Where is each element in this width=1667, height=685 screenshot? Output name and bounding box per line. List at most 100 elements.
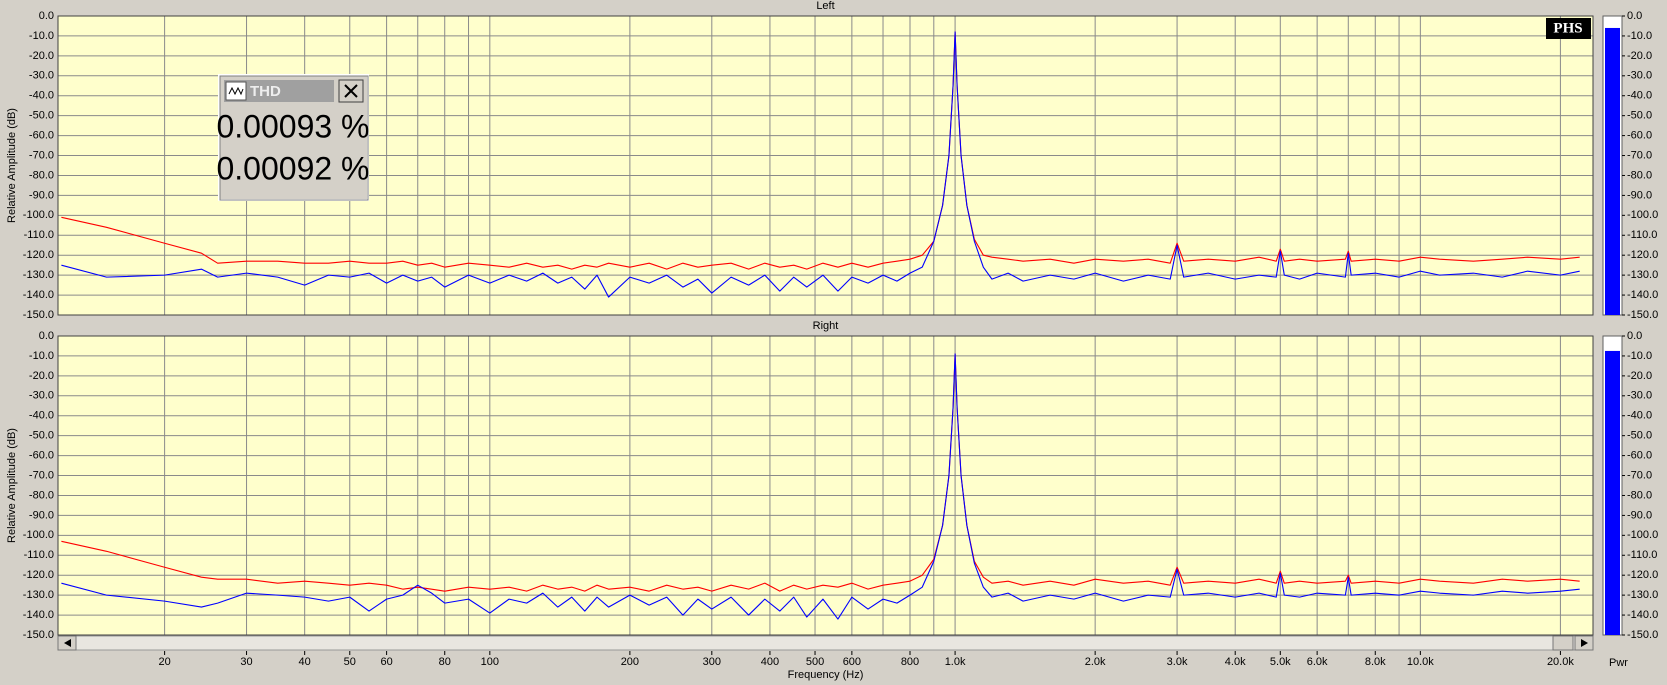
meter-tick-label: 0.0 xyxy=(1627,330,1642,342)
x-tick-label: 20 xyxy=(158,656,170,668)
meter-tick-label: -140.0 xyxy=(1627,609,1658,621)
meter-tick-label: -40.0 xyxy=(1627,410,1652,422)
thd-window: THD 0.00093 % 0.00092 % xyxy=(216,74,370,201)
meter-tick-label: -10.0 xyxy=(1627,30,1652,42)
y-tick-label: -30.0 xyxy=(29,390,54,402)
y-tick-label: 0.0 xyxy=(39,10,54,22)
meter-tick-label: -120.0 xyxy=(1627,249,1658,261)
scrollbar xyxy=(57,635,1594,651)
y-tick-label: -140.0 xyxy=(23,609,54,621)
meter-bar xyxy=(1605,27,1620,316)
thd-close-x xyxy=(344,84,358,98)
y-tick-label: -90.0 xyxy=(29,189,54,201)
meter-tick-label: -40.0 xyxy=(1627,90,1652,102)
meter-tick-label: -10.0 xyxy=(1627,350,1652,362)
thd-titlebar xyxy=(224,80,334,102)
x-tick-label: 10.0k xyxy=(1407,656,1434,668)
scroll-thumb[interactable] xyxy=(1552,635,1574,651)
meter-tick-label: -110.0 xyxy=(1627,549,1657,561)
x-axis-label: Frequency (Hz) xyxy=(788,669,864,681)
meter-tick-label: -60.0 xyxy=(1627,450,1652,462)
meter-tick-label: -50.0 xyxy=(1627,430,1652,442)
x-tick-label: 300 xyxy=(703,656,721,668)
y-tick-label: -140.0 xyxy=(23,289,54,301)
scroll-right-arrow xyxy=(1581,639,1588,647)
y-tick-label: -80.0 xyxy=(29,169,54,181)
y-axis-label: Relative Amplitude (dB) xyxy=(6,108,18,223)
y-tick-label: -110.0 xyxy=(24,229,54,241)
logo-text: PHS xyxy=(1553,20,1582,36)
x-tick-label: 200 xyxy=(621,656,639,668)
y-tick-label: 0.0 xyxy=(39,330,54,342)
meter-tick-label: -30.0 xyxy=(1627,390,1652,402)
meter-tick-label: -30.0 xyxy=(1627,70,1652,82)
y-axis-label: Relative Amplitude (dB) xyxy=(6,428,18,543)
y-tick-label: -30.0 xyxy=(29,70,54,82)
meter-tick-label: -50.0 xyxy=(1627,110,1652,122)
y-tick-label: -10.0 xyxy=(29,350,54,362)
x-tick-label: 500 xyxy=(806,656,824,668)
chart-title: Left xyxy=(816,0,834,12)
scroll-left-arrow xyxy=(64,639,71,647)
x-tick-label: 60 xyxy=(380,656,392,668)
x-tick-label: 100 xyxy=(481,656,499,668)
y-tick-label: -60.0 xyxy=(29,130,54,142)
meter-tick-label: -100.0 xyxy=(1627,209,1658,221)
thd-icon-wave xyxy=(228,86,244,96)
y-tick-label: -150.0 xyxy=(23,309,54,321)
x-tick-label: 3.0k xyxy=(1167,656,1188,668)
meter-tick-label: -150.0 xyxy=(1627,309,1658,321)
y-tick-label: -120.0 xyxy=(23,569,54,581)
thd-title: THD xyxy=(250,83,281,100)
spectrum-line xyxy=(61,353,1580,592)
y-tick-label: -70.0 xyxy=(29,469,54,481)
x-tick-label: 1.0k xyxy=(945,656,966,668)
x-tick-label: 800 xyxy=(901,656,919,668)
x-tick-label: 5.0k xyxy=(1270,656,1291,668)
y-tick-label: -10.0 xyxy=(29,30,54,42)
x-tick-label: 4.0k xyxy=(1225,656,1246,668)
x-tick-label: 400 xyxy=(761,656,779,668)
thd-frame-shadow xyxy=(219,75,369,201)
spectrum-line xyxy=(61,353,1580,620)
logo: PHS xyxy=(1546,18,1591,39)
charts: Left Relative Amplitude (dB) 0.0 0.0 -10.0 -1… xyxy=(6,0,1658,681)
y-tick-label: -90.0 xyxy=(29,509,54,521)
y-tick-label: -120.0 xyxy=(23,249,54,261)
meter-tick-label: -100.0 xyxy=(1627,529,1658,541)
x-tick-label: 600 xyxy=(843,656,861,668)
x-tick-label: 2.0k xyxy=(1085,656,1106,668)
plot-area xyxy=(58,336,1593,635)
y-tick-label: -70.0 xyxy=(29,149,54,161)
y-tick-label: -110.0 xyxy=(24,549,54,561)
x-tick-label: 20.0k xyxy=(1547,656,1574,668)
x-tick-label: 50 xyxy=(344,656,356,668)
meter-tick-label: -20.0 xyxy=(1627,50,1652,62)
x-tick-label: 40 xyxy=(299,656,311,668)
meter-tick-label: -60.0 xyxy=(1627,130,1652,142)
meter-tick-label: -150.0 xyxy=(1627,629,1658,641)
meter-tick-label: -110.0 xyxy=(1627,229,1657,241)
meter-tick-label: -70.0 xyxy=(1627,469,1652,481)
meter-label: Pwr xyxy=(1609,657,1628,669)
scroll-track xyxy=(57,635,1594,651)
meter-tick-label: -130.0 xyxy=(1627,269,1658,281)
meter-bar xyxy=(1605,350,1620,635)
y-tick-label: -40.0 xyxy=(29,90,54,102)
meter-tick-label: -80.0 xyxy=(1627,489,1652,501)
y-tick-label: -130.0 xyxy=(23,589,54,601)
meter-tick-label: 0.0 xyxy=(1627,10,1642,22)
thd-reading: 0.00093 % xyxy=(216,108,369,144)
plot-border xyxy=(57,15,1594,316)
spectrum-line xyxy=(61,31,1580,298)
y-tick-label: -80.0 xyxy=(29,489,54,501)
y-tick-label: -20.0 xyxy=(29,50,54,62)
spectrum-line xyxy=(61,31,1580,270)
y-tick-label: -50.0 xyxy=(29,430,54,442)
y-tick-label: -100.0 xyxy=(23,529,54,541)
y-tick-label: -50.0 xyxy=(29,110,54,122)
logo-box xyxy=(1546,18,1591,39)
meter-tick-label: -20.0 xyxy=(1627,370,1652,382)
meter-tick-label: -80.0 xyxy=(1627,169,1652,181)
meter-tick-label: -120.0 xyxy=(1627,569,1658,581)
